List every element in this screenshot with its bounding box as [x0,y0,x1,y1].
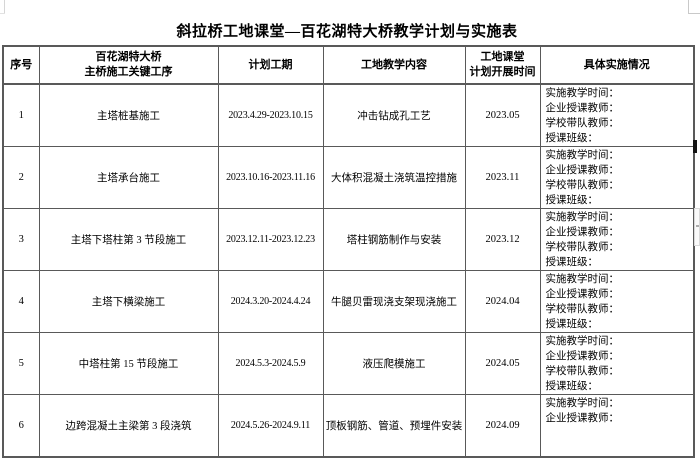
detail-line: 学校带队教师： [545,366,620,377]
detail-line: 学校带队教师： [545,304,620,315]
cell-teaching-content: 顶板钢筋、管道、预埋件安装 [322,394,466,458]
cell-schedule: 2023.4.29-2023.10.15 [217,83,324,147]
cell-teaching-content: 液压爬模施工 [322,332,466,395]
detail-line: 企业授课教师： [545,351,620,362]
cell-implementation-details: 实施教学时间： 企业授课教师： [539,394,695,458]
table-row: 6 边跨混凝土主梁第 3 段浇筑 2024.5.26-2024.9.11 顶板钢… [2,394,695,458]
cell-serial: 2 [2,146,40,209]
header-row: 序号 百花湖特大桥 主桥施工关键工序 计划工期 工地教学内容 工地课堂 计划开展… [2,45,695,85]
cell-implementation-details: 实施教学时间： 企业授课教师： 学校带队教师： 授课班级： [539,208,695,271]
col-header-implementation: 具体实施情况 [539,45,695,85]
detail-line: 授课班级： [545,133,599,144]
cell-serial: 5 [2,332,40,395]
detail-line: 实施教学时间： [545,336,620,347]
page-corner-mark-topleft-vertical [4,0,5,13]
col-header-teaching-content: 工地教学内容 [322,45,466,85]
cell-teaching-content: 冲击钻成孔工艺 [322,83,466,147]
detail-line: 实施教学时间： [545,398,620,409]
cell-plan-time: 2023.05 [464,83,541,147]
cell-plan-time: 2024.05 [464,332,541,395]
table-row: 2 主塔承台施工 2023.10.16-2023.11.16 大体积混凝土浇筑温… [2,146,695,209]
cell-schedule: 2024.5.3-2024.5.9 [217,332,324,395]
detail-line: 实施教学时间： [545,88,620,99]
cell-process: 边跨混凝土主梁第 3 段浇筑 [38,394,219,458]
detail-line: 授课班级： [545,257,599,268]
page-corner-mark-topleft-horizontal [0,13,5,14]
detail-line: 实施教学时间： [545,212,620,223]
detail-line: 授课班级： [545,319,599,330]
cell-teaching-content: 牛腿贝雷现浇支架现浇施工 [322,270,466,333]
detail-line: 企业授课教师： [545,227,620,238]
detail-line: 授课班级： [545,381,599,392]
detail-line: 学校带队教师： [545,118,620,129]
cell-teaching-content: 塔柱钢筋制作与安装 [322,208,466,271]
cell-plan-time: 2024.09 [464,394,541,458]
page-corner-mark-topright-vertical [688,0,689,13]
cell-serial: 4 [2,270,40,333]
table-row: 1 主塔桩基施工 2023.4.29-2023.10.15 冲击钻成孔工艺 20… [2,83,695,147]
col-header-plan-time: 工地课堂 计划开展时间 [464,45,541,85]
table-edge-handle [693,140,697,153]
detail-line: 实施教学时间： [545,150,620,161]
cell-teaching-content: 大体积混凝土浇筑温控措施 [322,146,466,209]
vertical-scrollbar-thumb[interactable] [694,208,700,246]
cell-process: 主塔下横梁施工 [38,270,219,333]
detail-line: 企业授课教师： [545,165,620,176]
col-header-key-process: 百花湖特大桥 主桥施工关键工序 [38,45,219,85]
cell-process: 主塔下塔柱第 3 节段施工 [38,208,219,271]
cell-plan-time: 2024.04 [464,270,541,333]
document-title: 斜拉桥工地课堂—百花湖特大桥教学计划与实施表 [176,24,518,40]
cell-plan-time: 2023.11 [464,146,541,209]
detail-line: 企业授课教师： [545,413,620,424]
cell-implementation-details: 实施教学时间： 企业授课教师： 学校带队教师： 授课班级： [539,332,695,395]
cell-schedule: 2023.10.16-2023.11.16 [217,146,324,209]
table-row: 4 主塔下横梁施工 2024.3.20-2024.4.24 牛腿贝雷现浇支架现浇… [2,270,695,333]
cell-process: 中塔柱第 15 节段施工 [38,332,219,395]
cell-schedule: 2023.12.11-2023.12.23 [217,208,324,271]
page-corner-mark-topright-horizontal [688,13,700,14]
col-header-schedule: 计划工期 [217,45,324,85]
cell-implementation-details: 实施教学时间： 企业授课教师： 学校带队教师： 授课班级： [539,270,695,333]
scrollbar-grip-icon [696,225,699,227]
table-row: 3 主塔下塔柱第 3 节段施工 2023.12.11-2023.12.23 塔柱… [2,208,695,271]
detail-line: 企业授课教师： [545,103,620,114]
detail-line: 学校带队教师： [545,180,620,191]
detail-line: 授课班级： [545,195,599,206]
cell-schedule: 2024.3.20-2024.4.24 [217,270,324,333]
cell-implementation-details: 实施教学时间： 企业授课教师： 学校带队教师： 授课班级： [539,146,695,209]
cell-process: 主塔桩基施工 [38,83,219,147]
cell-serial: 6 [2,394,40,458]
cell-serial: 1 [2,83,40,147]
table-row: 5 中塔柱第 15 节段施工 2024.5.3-2024.5.9 液压爬模施工 … [2,332,695,395]
cell-implementation-details: 实施教学时间： 企业授课教师： 学校带队教师： 授课班级： [539,83,695,147]
cell-schedule: 2024.5.26-2024.9.11 [217,394,324,458]
detail-line: 实施教学时间： [545,274,620,285]
cell-process: 主塔承台施工 [38,146,219,209]
detail-line: 学校带队教师： [545,242,620,253]
detail-line: 企业授课教师： [545,289,620,300]
col-header-serial: 序号 [2,45,40,85]
cell-plan-time: 2023.12 [464,208,541,271]
cell-serial: 3 [2,208,40,271]
teaching-plan-table: 序号 百花湖特大桥 主桥施工关键工序 计划工期 工地教学内容 工地课堂 计划开展… [2,45,695,458]
